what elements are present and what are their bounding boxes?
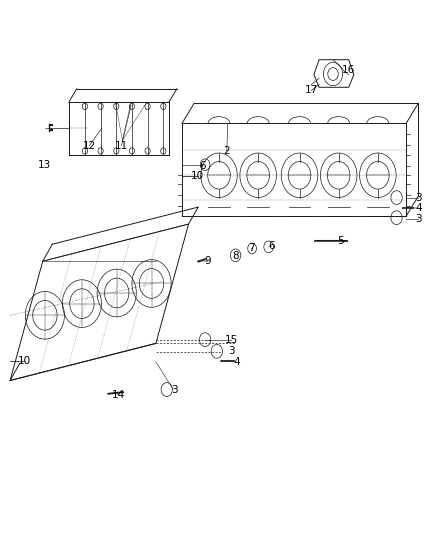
Text: 13: 13 xyxy=(38,160,52,169)
Text: 17: 17 xyxy=(305,85,318,95)
Text: 15: 15 xyxy=(225,335,238,345)
Text: 3: 3 xyxy=(415,192,422,203)
Text: 9: 9 xyxy=(205,256,211,266)
Text: 4: 4 xyxy=(416,203,423,213)
Text: 10: 10 xyxy=(191,172,204,181)
Text: 6: 6 xyxy=(199,161,206,171)
Text: 4: 4 xyxy=(233,357,240,367)
Text: 10: 10 xyxy=(18,356,31,366)
Text: 12: 12 xyxy=(83,141,96,151)
Text: 5: 5 xyxy=(338,236,344,246)
Text: 7: 7 xyxy=(248,243,254,253)
Text: 3: 3 xyxy=(415,214,422,224)
Text: 14: 14 xyxy=(112,390,126,400)
Text: 16: 16 xyxy=(342,66,355,75)
Text: 11: 11 xyxy=(115,141,128,151)
Text: 2: 2 xyxy=(223,146,230,156)
Text: 6: 6 xyxy=(268,241,275,252)
Text: 3: 3 xyxy=(171,384,178,394)
Text: 8: 8 xyxy=(232,251,239,261)
Text: 3: 3 xyxy=(228,346,234,357)
